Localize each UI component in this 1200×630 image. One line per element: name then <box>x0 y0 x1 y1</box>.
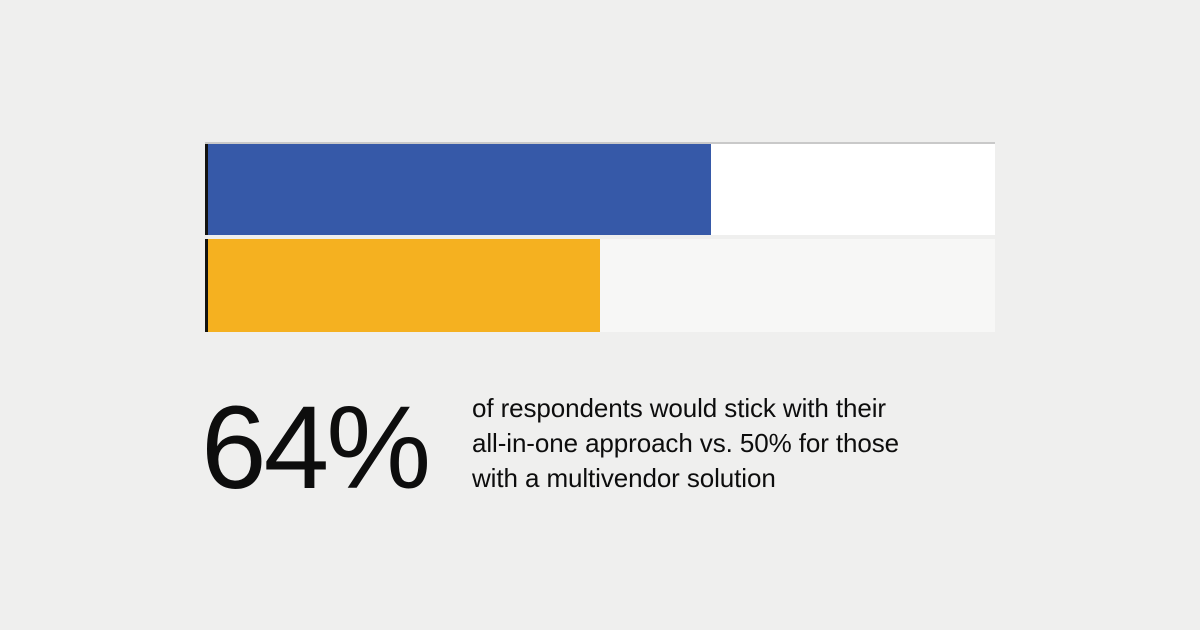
bar-2 <box>205 239 600 332</box>
axis-line <box>205 144 208 235</box>
stat-value: 64% <box>201 382 431 514</box>
bar-track-2 <box>205 239 995 332</box>
bar-track-1 <box>205 142 995 235</box>
bar-chart <box>205 142 995 332</box>
axis-line <box>205 239 208 332</box>
bar-1 <box>205 144 711 235</box>
stat-description: of respondents would stick with their al… <box>472 393 899 493</box>
